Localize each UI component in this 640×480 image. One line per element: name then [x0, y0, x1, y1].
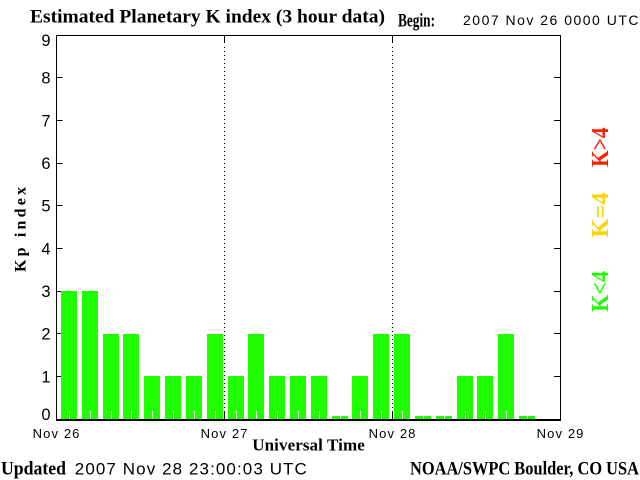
svg-text:6: 6 — [41, 155, 50, 173]
svg-text:Estimated Planetary K index (3: Estimated Planetary K index (3 hour data… — [30, 6, 385, 27]
svg-text:Universal Time: Universal Time — [252, 436, 365, 455]
svg-text:2007 Nov 28 23:00:03 UTC: 2007 Nov 28 23:00:03 UTC — [75, 460, 307, 479]
svg-text:K>4: K>4 — [588, 127, 614, 166]
svg-text:8: 8 — [41, 70, 50, 88]
svg-text:K=4: K=4 — [588, 192, 614, 237]
svg-text:K<4: K<4 — [588, 271, 614, 312]
svg-text:2007 Nov 26 0000 UTC: 2007 Nov 26 0000 UTC — [463, 12, 639, 28]
svg-text:Nov 26: Nov 26 — [33, 426, 80, 441]
svg-text:3: 3 — [41, 283, 50, 301]
svg-text:0: 0 — [41, 406, 50, 424]
svg-text:4: 4 — [41, 240, 50, 258]
svg-text:NOAA/SWPC Boulder, CO USA: NOAA/SWPC Boulder, CO USA — [410, 459, 639, 480]
svg-text:1: 1 — [41, 368, 50, 386]
svg-text:Nov 27: Nov 27 — [201, 426, 248, 441]
svg-text:5: 5 — [41, 198, 50, 216]
svg-text:Nov 28: Nov 28 — [369, 426, 416, 441]
svg-text:2: 2 — [41, 326, 50, 344]
svg-text:7: 7 — [41, 112, 50, 130]
svg-text:Updated: Updated — [1, 459, 66, 480]
svg-text:Nov 29: Nov 29 — [537, 426, 584, 441]
svg-text:Begin:: Begin: — [398, 10, 435, 31]
svg-text:9: 9 — [41, 32, 50, 50]
